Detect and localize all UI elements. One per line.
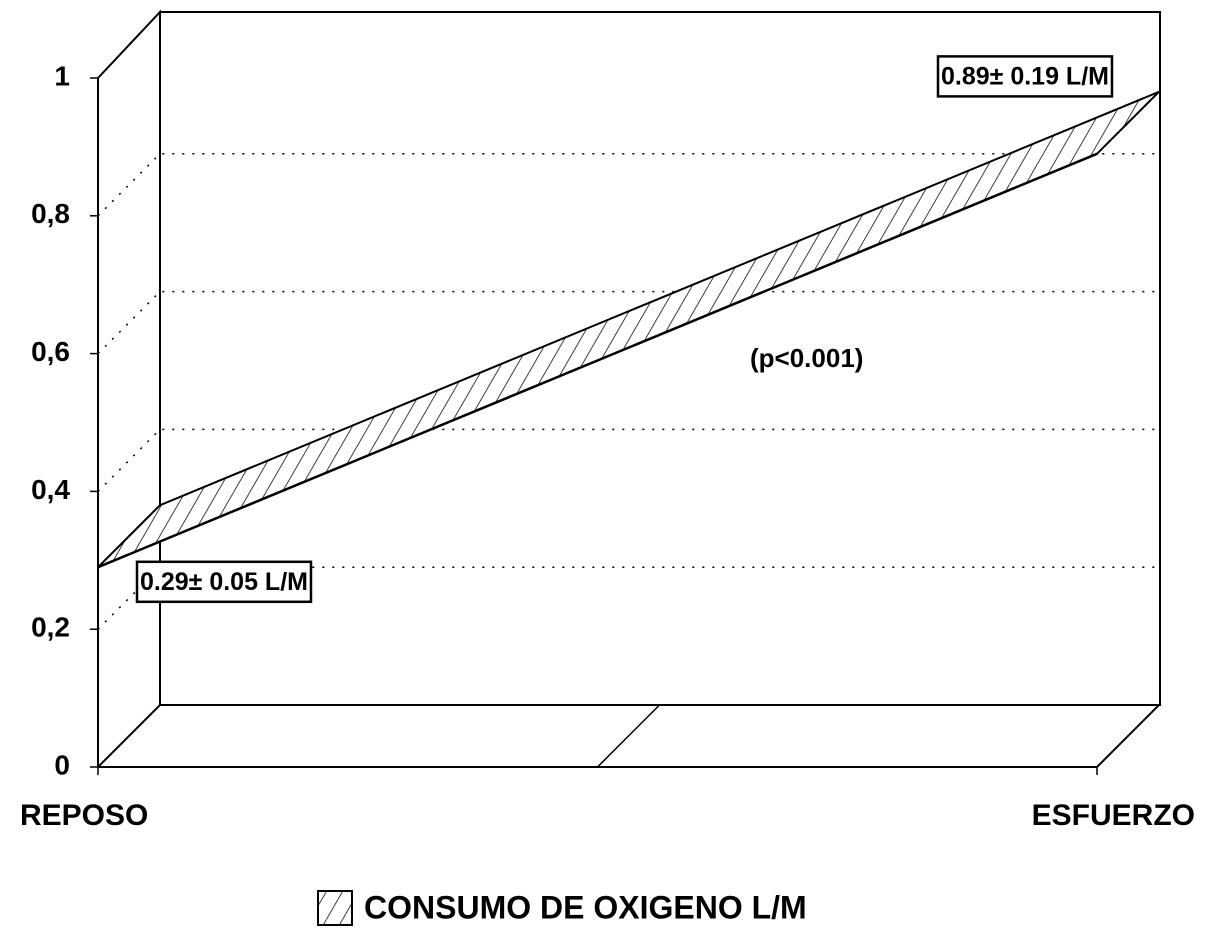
data-label: 0.29± 0.05 L/M bbox=[140, 568, 308, 596]
legend-swatch bbox=[317, 890, 353, 926]
data-label-box bbox=[135, 560, 313, 604]
data-label-box bbox=[936, 55, 1114, 98]
y-tick-label: 0 bbox=[54, 749, 70, 780]
floor-divider bbox=[596, 704, 661, 768]
y-tick-label: 0,8 bbox=[31, 198, 70, 229]
annotation: (p<0.001) bbox=[750, 343, 863, 373]
x-tick-label: REPOSO bbox=[20, 799, 148, 832]
left-wall bbox=[97, 9, 161, 767]
y-tick-label: 0,4 bbox=[31, 474, 70, 505]
legend-label: CONSUMO DE OXIGENO L/M bbox=[364, 889, 807, 925]
data-label-group: 0.29± 0.05 L/M bbox=[135, 560, 313, 604]
y-tick-label: 0,2 bbox=[31, 612, 70, 643]
ribbon-top bbox=[97, 90, 1160, 569]
data-label-group: 0.89± 0.19 L/M bbox=[936, 55, 1114, 98]
floor bbox=[97, 704, 1162, 768]
data-label: 0.89± 0.19 L/M bbox=[941, 62, 1109, 90]
x-tick-label: ESFUERZO bbox=[1032, 799, 1195, 832]
y-tick-label: 1 bbox=[54, 60, 70, 91]
ribbon-front-edge bbox=[97, 152, 1098, 569]
y-tick-label: 0,6 bbox=[31, 336, 70, 367]
